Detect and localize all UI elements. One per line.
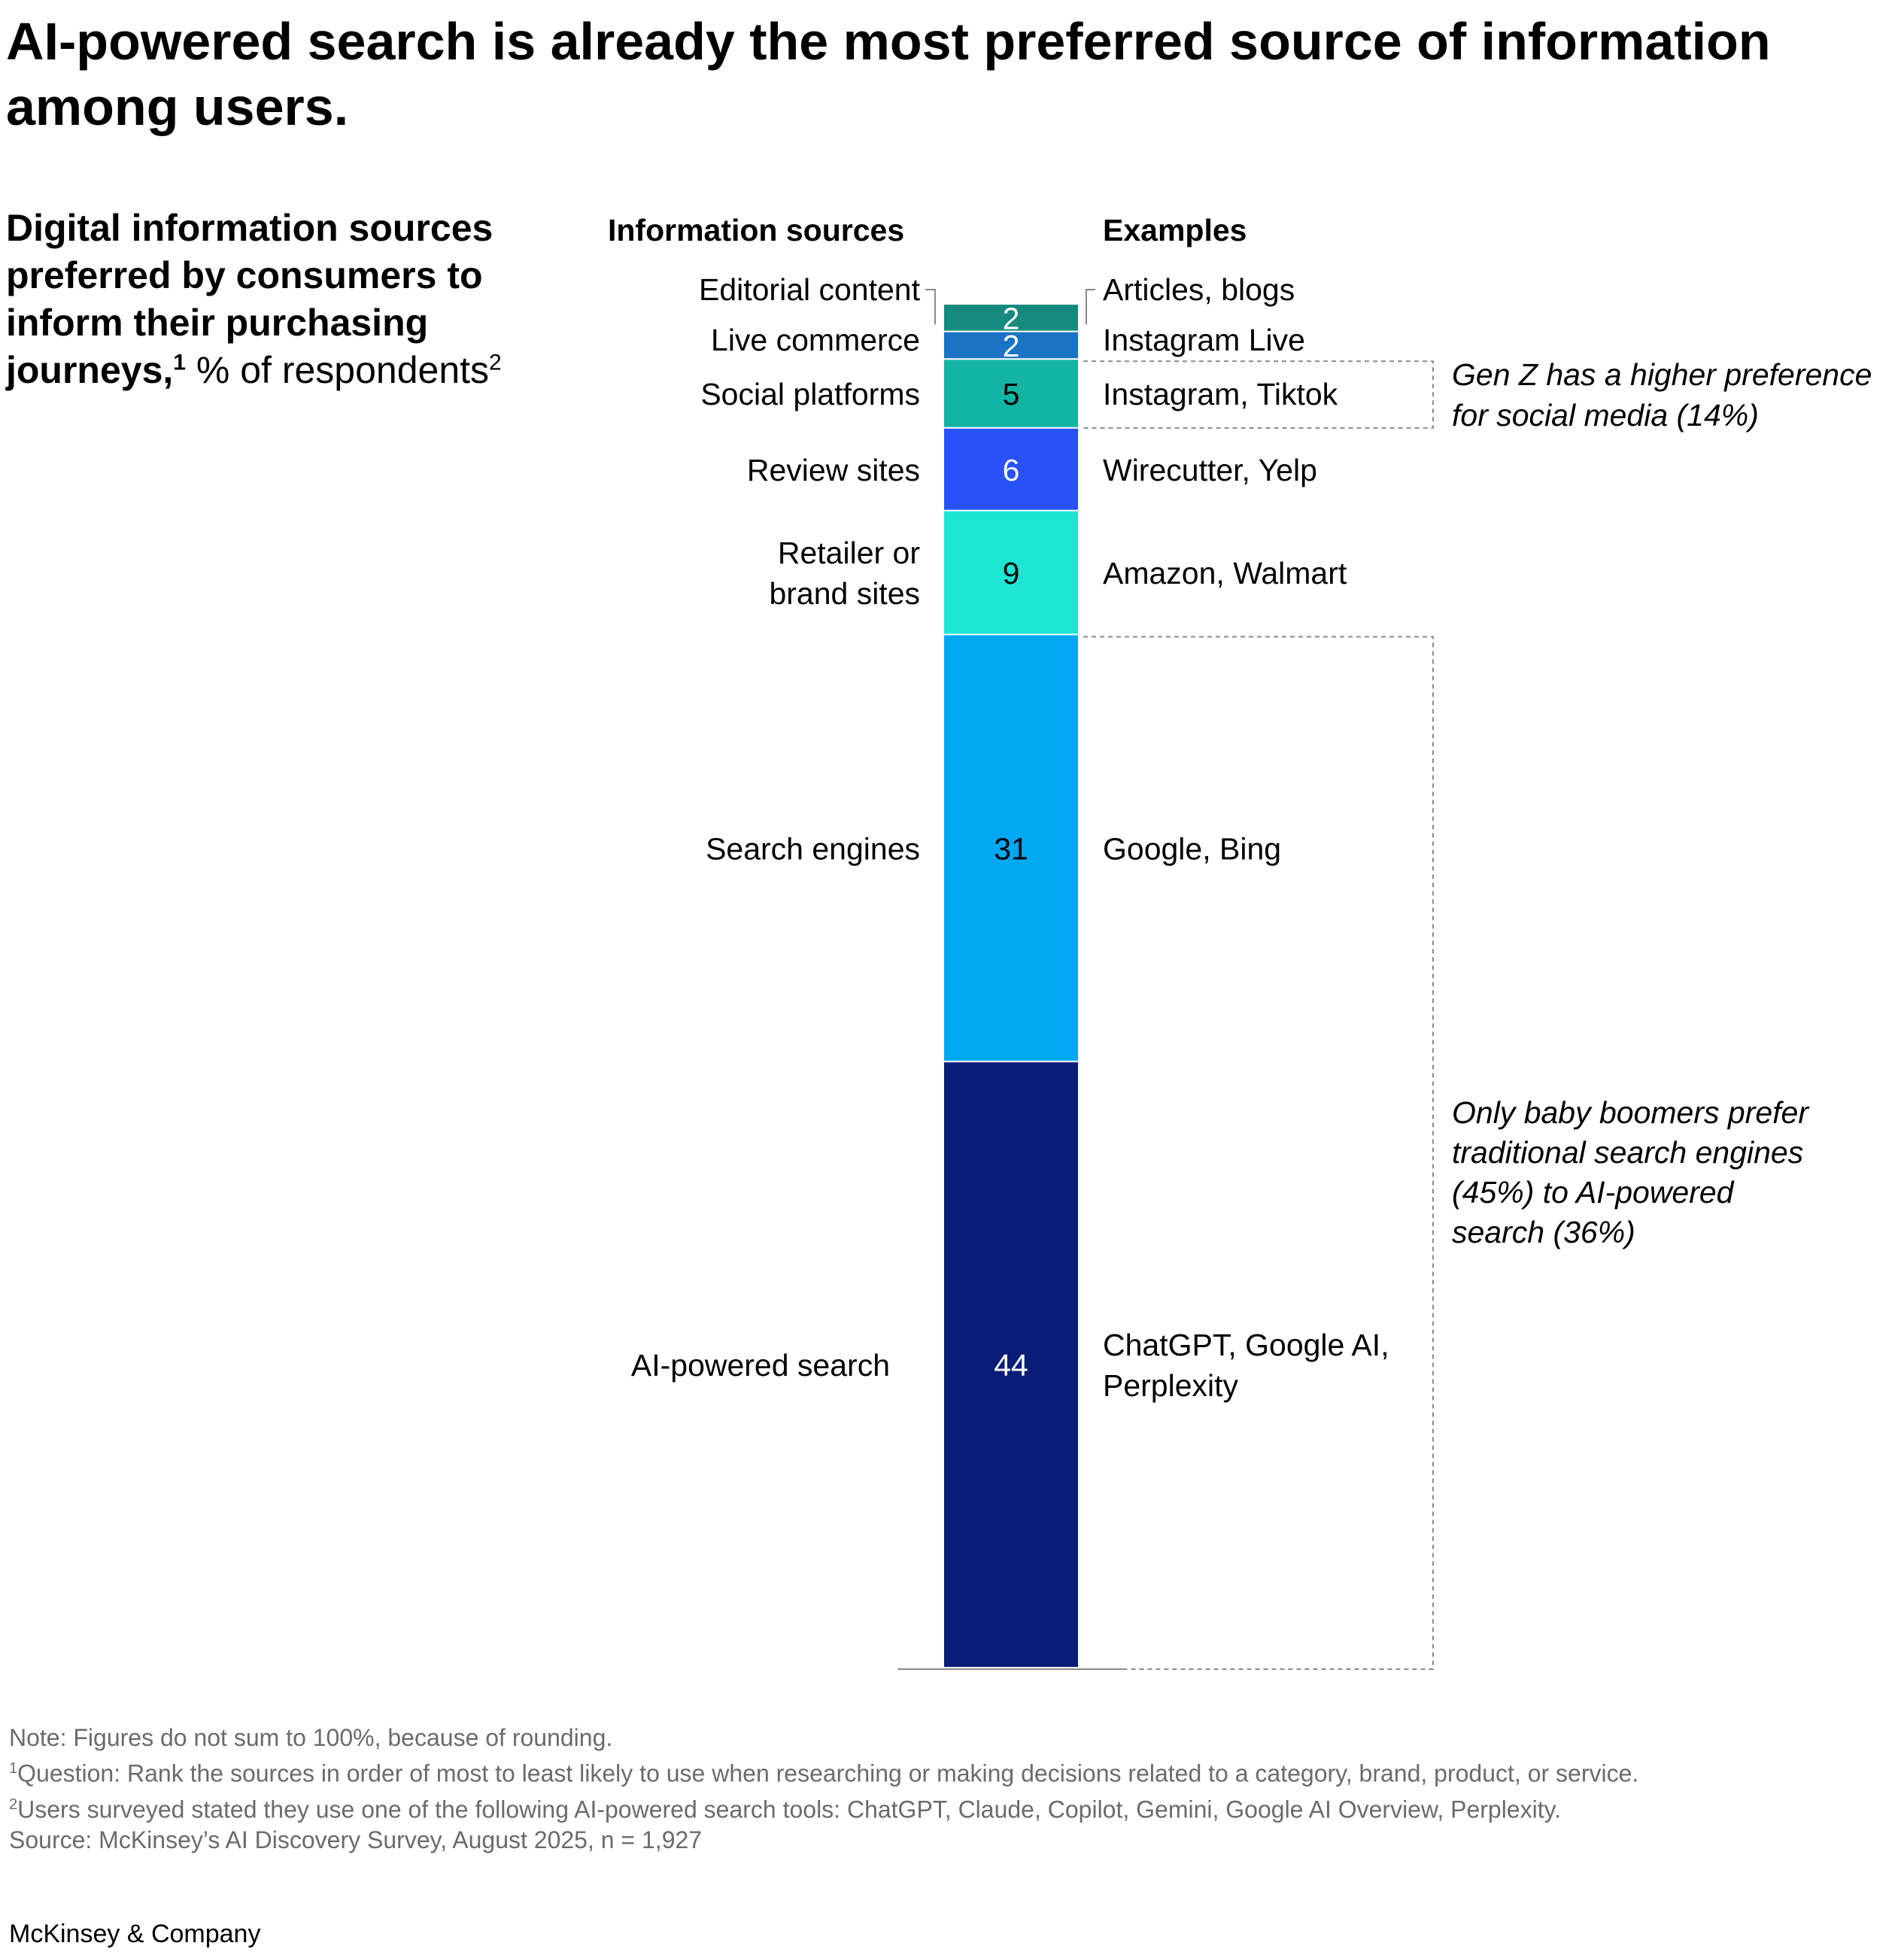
example-label-ai-powered-search: ChatGPT, Google AI, Perplexity [1103, 1328, 1389, 1403]
leader-editorial-right [1086, 289, 1095, 325]
bar-segment-search-engines [944, 635, 1078, 1061]
leader-editorial-left [925, 289, 936, 325]
bar-segment-retailer-or-brand-sites [944, 511, 1078, 634]
footnote-note: Note: Figures do not sum to 100%, becaus… [9, 1724, 613, 1751]
subtitle-unit: % of respondents [185, 349, 490, 391]
annotation-gen-z: Gen Z has a higher preference for social … [1452, 357, 1872, 433]
category-label-review-sites: Review sites [747, 453, 920, 487]
annotation-bracket-search [1083, 636, 1434, 1670]
footnote-1: 1Question: Rank the sources in order of … [9, 1753, 1890, 1790]
subtitle-footnote-1: 1 [173, 350, 186, 375]
subtitle-bold: Digital information sources preferred by… [6, 207, 493, 391]
footnote-1-text: Question: Rank the sources in order of m… [17, 1759, 1639, 1787]
category-label-social-platforms: Social platforms [700, 377, 920, 411]
annotation-bracket-social [1083, 360, 1434, 429]
category-label-search-engines: Search engines [706, 831, 920, 866]
column-header-sources: Information sources [608, 213, 905, 247]
bar-segment-review-sites [944, 428, 1078, 510]
example-label-editorial-content: Articles, blogs [1103, 272, 1295, 307]
subtitle-footnote-2: 2 [489, 350, 502, 375]
stacked-bar-chart: 22 5 6 9 31 44 Editorial content Live commerce S… [631, 272, 1872, 1670]
category-label-editorial-content: Editorial content [699, 272, 921, 307]
category-label-retailer-or-brand-sites: Retailer or brand sites [769, 536, 920, 611]
value-label-social-platforms: 5 [1003, 377, 1020, 411]
bar-segment-social-platforms [944, 360, 1078, 427]
example-label-social-platforms: Instagram, Tiktok [1103, 377, 1338, 411]
footnote-2-text: Users surveyed stated they use one of th… [17, 1796, 1562, 1823]
value-label-live-commerce: 2 [1003, 329, 1020, 363]
example-label-review-sites: Wirecutter, Yelp [1103, 453, 1317, 487]
example-label-live-commerce: Instagram Live [1103, 323, 1305, 357]
category-label-ai-powered-search: AI-powered search [631, 1348, 890, 1383]
example-label-retailer-or-brand-sites: Amazon, Walmart [1103, 556, 1347, 590]
column-header-examples: Examples [1103, 213, 1247, 247]
footnote-1-mark: 1 [9, 1760, 18, 1777]
footnote-source: Source: McKinsey’s AI Discovery Survey, … [9, 1826, 703, 1854]
value-label-review-sites: 6 [1003, 453, 1020, 487]
value-label-retailer-or-brand-sites: 9 [1003, 556, 1020, 590]
category-label-live-commerce: Live commerce [711, 323, 920, 357]
value-label-search-engines: 31 [994, 831, 1028, 866]
value-label-editorial-content: 2 [1003, 301, 1020, 335]
bar-segment-live-commerce [944, 332, 1078, 359]
example-label-search-engines: Google, Bing [1103, 831, 1281, 866]
brand-logo-text: McKinsey & Company [9, 1920, 261, 1948]
annotation-baby-boomers: Only baby boomers prefer traditional sear… [1452, 1095, 1810, 1249]
chart-subtitle: Digital information sources preferred by… [6, 205, 555, 394]
chart-title: AI-powered search is already the most pr… [6, 12, 1771, 136]
value-label-ai-powered-search: 44 [994, 1348, 1028, 1383]
bar-segment-ai-powered-search [944, 1062, 1078, 1667]
footnote-2: 2Users surveyed stated they use one of t… [9, 1790, 1890, 1826]
bar-segment-editorial-content [944, 305, 1078, 331]
footnotes: Note: Figures do not sum to 100%, becaus… [9, 1723, 1890, 1856]
footnote-2-mark: 2 [9, 1796, 18, 1813]
